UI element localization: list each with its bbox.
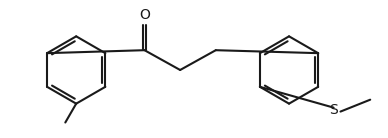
Text: S: S [329,103,338,117]
Text: O: O [139,8,150,22]
